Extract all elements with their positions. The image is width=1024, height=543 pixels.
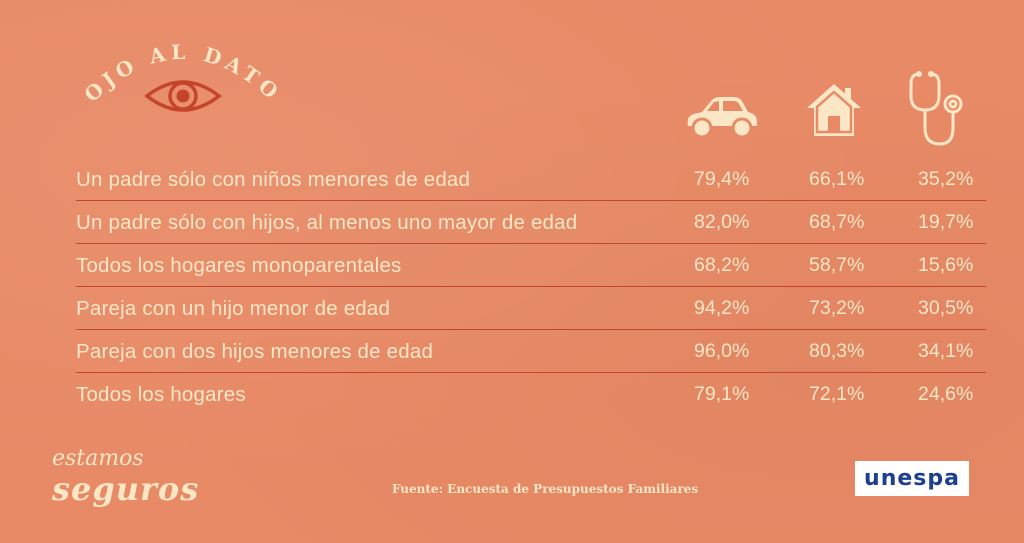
table-row: Pareja con dos hijos menores de edad 96,… [76,330,986,373]
table-row: Pareja con un hijo menor de edad 94,2% 7… [76,287,986,330]
table-row: Todos los hogares monoparentales 68,2% 5… [76,244,986,287]
table-row: Todos los hogares 79,1% 72,1% 24,6% [76,373,986,415]
row-label: Todos los hogares [76,383,246,406]
car-value: 82,0% [694,211,750,233]
brand-line-2: seguros [52,470,200,508]
car-value: 94,2% [694,297,750,319]
house-value: 68,7% [809,211,865,233]
health-value: 24,6% [918,383,974,405]
house-value: 80,3% [809,340,865,362]
car-value: 79,1% [694,383,750,405]
brand-line-1: estamos [52,446,144,471]
car-value: 96,0% [694,340,750,362]
row-label: Pareja con un hijo menor de edad [76,297,391,320]
house-value: 66,1% [809,168,865,190]
car-value: 79,4% [694,168,750,190]
estamos-seguros-logo: estamos seguros [48,446,198,516]
health-value: 15,6% [918,254,974,276]
header-badge-graphic: OJO AL DATO [80,40,281,112]
health-value: 34,1% [918,340,974,362]
row-label: Todos los hogares monoparentales [76,254,402,277]
row-label: Un padre sólo con hijos, al menos uno ma… [76,211,578,234]
eye-icon [144,80,222,112]
table-row: Un padre sólo con hijos, al menos uno ma… [76,201,986,244]
row-label: Pareja con dos hijos menores de edad [76,340,434,363]
car-icon [682,92,760,140]
unespa-logo-text: unespa [864,466,960,491]
house-icon [805,82,863,138]
source-note: Fuente: Encuesta de Presupuestos Familia… [392,482,699,496]
house-value: 58,7% [809,254,865,276]
health-value: 35,2% [918,168,974,190]
stethoscope-icon [907,70,965,148]
health-value: 30,5% [918,297,974,319]
house-value: 72,1% [809,383,865,405]
table-row: Un padre sólo con niños menores de edad … [76,158,986,201]
health-value: 19,7% [918,211,974,233]
data-table: Un padre sólo con niños menores de edad … [76,158,986,415]
car-value: 68,2% [694,254,750,276]
row-label: Un padre sólo con niños menores de edad [76,168,471,191]
header-badge: OJO AL DATO [80,34,281,134]
unespa-logo: unespa [855,461,969,496]
house-value: 73,2% [809,297,865,319]
